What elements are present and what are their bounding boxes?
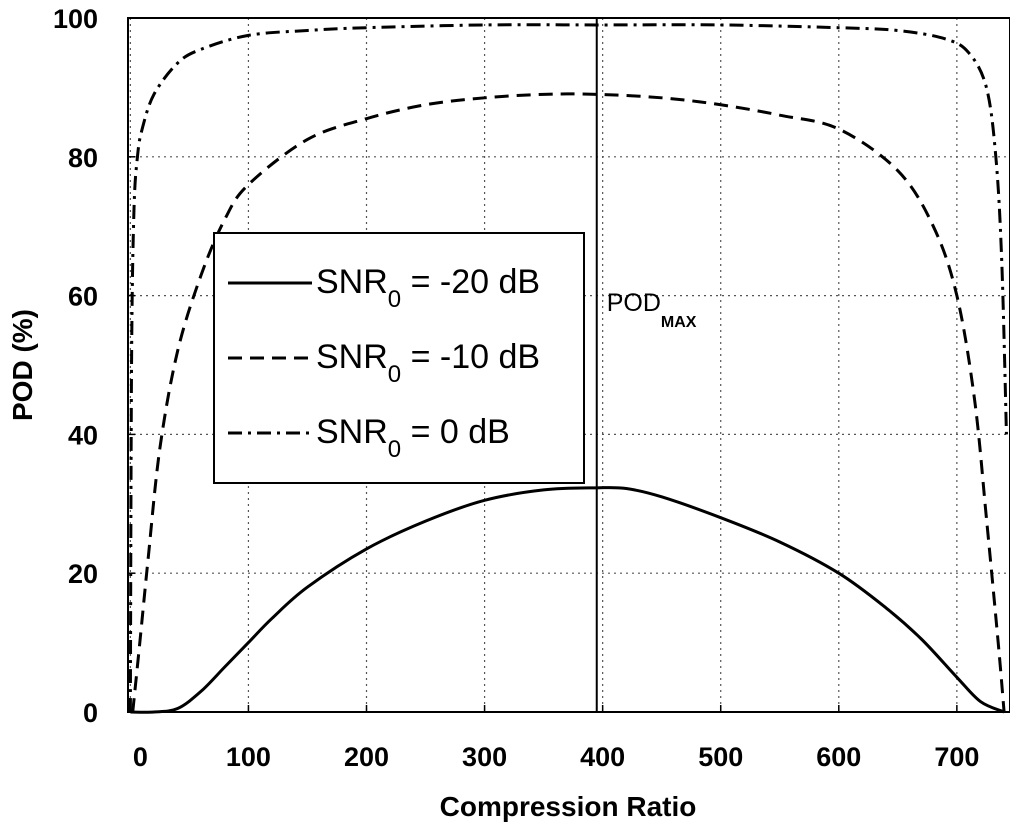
series-line-1 bbox=[130, 486, 1005, 714]
y-tick-label: 20 bbox=[68, 559, 98, 589]
y-axis-title: POD (%) bbox=[7, 309, 38, 421]
legend-label-value: = -20 dB bbox=[401, 263, 540, 301]
series-line-2 bbox=[131, 92, 1006, 713]
x-axis-title: Compression Ratio bbox=[440, 791, 697, 822]
grid-lines bbox=[128, 17, 1010, 713]
legend-label-value: = -10 dB bbox=[401, 338, 540, 376]
pod-max-subscript: MAX bbox=[661, 314, 697, 331]
x-tick-label: 500 bbox=[698, 742, 743, 772]
y-tick-label: 80 bbox=[68, 143, 98, 173]
x-tick-label: 300 bbox=[462, 742, 507, 772]
legend-label-subscript: 0 bbox=[388, 436, 401, 463]
x-tick-label: 0 bbox=[133, 742, 148, 772]
x-tick-label: 400 bbox=[580, 742, 625, 772]
x-tick-label: 100 bbox=[226, 742, 271, 772]
x-tick-label: 700 bbox=[934, 742, 979, 772]
series-layer bbox=[128, 23, 1008, 714]
legend-label-subscript: 0 bbox=[388, 286, 401, 313]
series-line-3 bbox=[128, 23, 1008, 713]
y-tick-label: 60 bbox=[68, 282, 98, 312]
y-tick-label: 40 bbox=[68, 420, 98, 450]
x-tick-label: 200 bbox=[344, 742, 389, 772]
tick-labels: 0 100 200 300 400 500 600 700 0 20 40 60 80 100 bbox=[53, 4, 979, 772]
legend-label-subscript: 0 bbox=[388, 361, 401, 388]
plot-frame bbox=[127, 17, 1010, 713]
y-tick-label: 100 bbox=[53, 4, 98, 34]
y-tick-label: 0 bbox=[83, 698, 98, 728]
x-tick-label: 600 bbox=[816, 742, 861, 772]
legend-label-value: = 0 dB bbox=[401, 413, 510, 451]
